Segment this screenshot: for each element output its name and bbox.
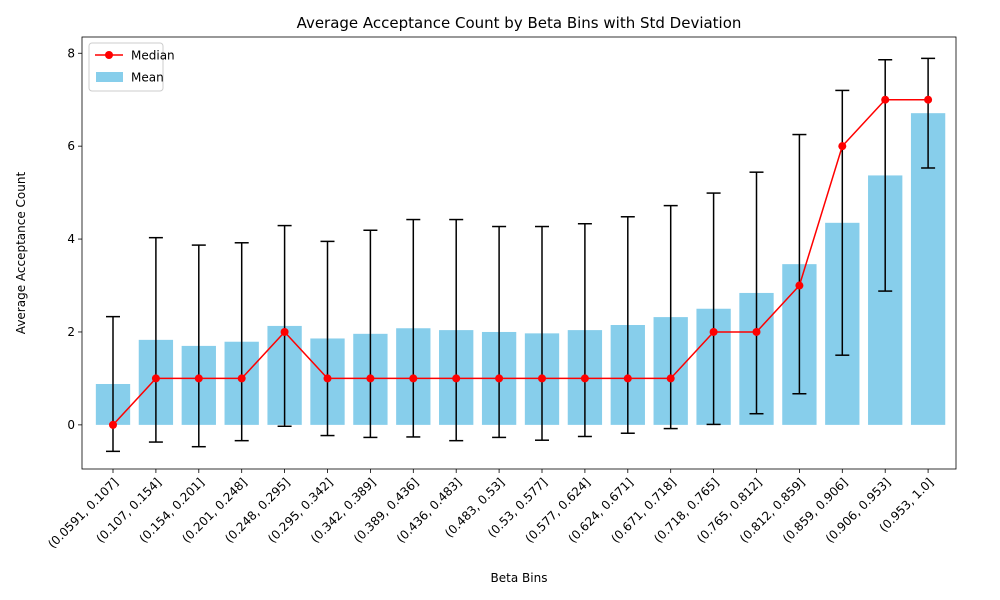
error-bar [234, 242, 249, 442]
error-bar [620, 216, 635, 434]
median-point [795, 281, 804, 290]
error-bar [148, 236, 163, 443]
y-tick-label: 6 [67, 139, 75, 153]
median-point [109, 420, 117, 429]
legend-mean-swatch [96, 72, 123, 82]
error-bar [749, 171, 764, 415]
error-bar [106, 315, 120, 453]
error-bar [320, 240, 335, 437]
error-bar [449, 218, 464, 442]
error-bar [492, 225, 507, 439]
y-axis-ticks: 0 2 4 6 8 [67, 46, 82, 432]
legend: Median Mean [88, 42, 175, 92]
median-point [752, 327, 761, 336]
median-line [112, 98, 929, 426]
median-point [323, 374, 332, 383]
y-tick-label: 4 [67, 232, 75, 246]
error-bar [706, 192, 721, 426]
legend-mean-label: Mean [131, 71, 164, 85]
error-bar [406, 218, 421, 438]
median-point [666, 374, 675, 383]
median-point [194, 374, 203, 383]
error-bar [191, 244, 206, 448]
errorbars-layer [106, 57, 936, 453]
error-bar [921, 57, 936, 169]
x-axis-label: Beta Bins [491, 571, 548, 585]
error-bar [577, 222, 592, 438]
plot-frame [81, 36, 957, 470]
median-point [151, 374, 160, 383]
y-tick-label: 0 [67, 418, 75, 432]
y-tick-label: 8 [67, 46, 75, 60]
error-bar [663, 204, 678, 430]
y-tick-label: 2 [67, 325, 75, 339]
legend-median-label: Median [131, 49, 175, 63]
median-point [495, 374, 504, 383]
median-layer [109, 95, 933, 429]
x-axis-ticks: (0.0591, 0.107](0.107, 0.154](0.154, 0.2… [45, 469, 936, 551]
median-point [838, 142, 847, 151]
median-point [538, 374, 546, 383]
error-bar [363, 229, 378, 439]
legend-median-marker [105, 51, 113, 59]
y-axis-label: Average Acceptance Count [14, 172, 28, 335]
median-point [924, 95, 933, 104]
chart-title: Average Acceptance Count by Beta Bins wi… [297, 14, 742, 32]
median-point [237, 374, 246, 383]
x-tick-label: (0.0591, 0.107] [45, 475, 121, 551]
median-point [366, 374, 375, 383]
median-point [881, 95, 890, 104]
median-point [409, 374, 418, 383]
median-point [580, 374, 589, 383]
median-point [709, 327, 718, 336]
median-point [280, 327, 289, 336]
error-bar [835, 89, 850, 356]
error-bar [535, 225, 549, 441]
median-point [452, 374, 461, 383]
error-bar [277, 224, 292, 428]
error-bar [792, 133, 807, 395]
median-point [623, 374, 632, 383]
